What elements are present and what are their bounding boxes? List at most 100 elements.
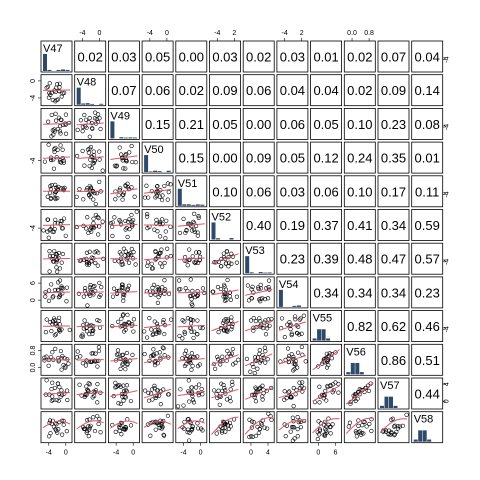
panel-V53-V52 (209, 242, 241, 275)
correlation-label: 0.12 (313, 151, 338, 166)
scatter-point (188, 277, 193, 282)
panel-frame (377, 343, 410, 376)
scatter-point (154, 193, 159, 199)
correlation-label: 0.35 (381, 151, 406, 166)
smoother-line (278, 388, 307, 399)
smoother-line (42, 156, 71, 159)
scatter-point (96, 232, 101, 237)
smoother-line (278, 355, 307, 365)
panel-V55-V56: 0.82 (343, 310, 376, 343)
scatter-point (258, 299, 263, 304)
smoother-line (110, 390, 138, 397)
panel-V54-V55: 0.34 (310, 276, 343, 309)
scatter-point (151, 282, 157, 287)
correlation-label: 0.34 (381, 285, 406, 300)
scatter-point (56, 184, 61, 190)
panel-V50-V48 (74, 141, 107, 174)
axis-tick-label: -4 (444, 191, 451, 197)
scatter-point (46, 142, 51, 147)
panel-V54-V48 (74, 276, 107, 309)
smoother-line (76, 325, 104, 328)
smoother-line (143, 388, 172, 399)
smoother-line (76, 122, 104, 126)
scatter-point (52, 149, 57, 154)
panel-V49-V54: 0.06 (276, 108, 309, 140)
panel-frame (108, 343, 140, 376)
scatter-point (127, 217, 132, 222)
scatter-point (178, 387, 183, 392)
panel-V52-V52: V52 (209, 209, 241, 241)
correlation-label: 0.57 (415, 252, 440, 267)
panel-frame (242, 40, 275, 73)
scatter-point (124, 383, 130, 388)
scatter-point (57, 327, 62, 332)
scatter-point (190, 398, 196, 403)
scatter-point (236, 357, 241, 362)
scatter-point (152, 386, 157, 391)
scatter-point (142, 195, 148, 200)
panel-frame (74, 175, 107, 208)
scatter-point (158, 402, 163, 407)
smoother-line (110, 188, 138, 195)
smoother-line (245, 320, 273, 332)
scatter-point (158, 261, 163, 266)
panel-V50-V54: 0.05 (276, 141, 309, 174)
smoother-line (42, 420, 71, 429)
panel-frame (175, 310, 208, 343)
panel-frame (377, 40, 410, 73)
smoother-line (143, 356, 172, 364)
scatter-point (219, 264, 224, 269)
panel-V52-V56: 0.41 (343, 209, 376, 241)
panel-V48-V51: 0.02 (175, 74, 208, 107)
scatter-point (321, 392, 326, 398)
scatter-point (61, 216, 67, 221)
scatter-point (118, 366, 123, 372)
scatter-point (297, 317, 302, 322)
panel-V48-V54: 0.04 (276, 74, 309, 107)
variable-name: V49 (110, 110, 130, 122)
scatter-point (316, 364, 321, 369)
correlation-label: 0.01 (313, 50, 338, 65)
scatter-point (74, 224, 79, 230)
panel-V54-V49 (108, 276, 140, 309)
scatter-point (404, 412, 409, 417)
scatter-point (249, 287, 254, 292)
panel-V52-V50 (141, 209, 174, 241)
scatter-point (315, 436, 320, 442)
scatter-point (47, 269, 52, 274)
scatter-point (326, 363, 331, 368)
scatter-point (92, 393, 97, 399)
panel-frame (343, 74, 376, 107)
scatter-point (182, 319, 187, 324)
scatter-point (116, 259, 121, 264)
scatter-point (110, 294, 116, 299)
panel-V47-V56: 0.02 (343, 40, 376, 73)
panel-frame (343, 40, 376, 73)
scatter-point (125, 234, 130, 240)
scatter-point (392, 433, 397, 438)
scatter-point (359, 387, 364, 393)
scatter-point (189, 297, 194, 302)
scatter-point (224, 397, 230, 402)
panel-V54-V57: 0.34 (377, 276, 410, 309)
scatter-point (95, 364, 100, 369)
histogram-bar (132, 137, 137, 139)
scatter-point (190, 254, 195, 259)
panel-V55-V47 (40, 310, 73, 343)
scatter-point (151, 353, 156, 358)
scatter-point (86, 262, 92, 267)
scatter-point (218, 286, 224, 292)
scatter-point (125, 361, 130, 367)
scatter-point (333, 350, 338, 355)
scatter-point (82, 112, 87, 118)
histogram-bar (148, 171, 153, 173)
panel-V56-V57: 0.86 (377, 343, 410, 376)
correlation-label: 0.05 (145, 50, 170, 65)
scatter-point (224, 328, 230, 333)
scatter-point (116, 319, 121, 324)
panel-V54-V50 (141, 276, 174, 309)
scatter-point (49, 398, 54, 403)
scatter-point (86, 424, 91, 429)
histogram-bar (229, 238, 234, 240)
panel-frame (209, 141, 241, 174)
